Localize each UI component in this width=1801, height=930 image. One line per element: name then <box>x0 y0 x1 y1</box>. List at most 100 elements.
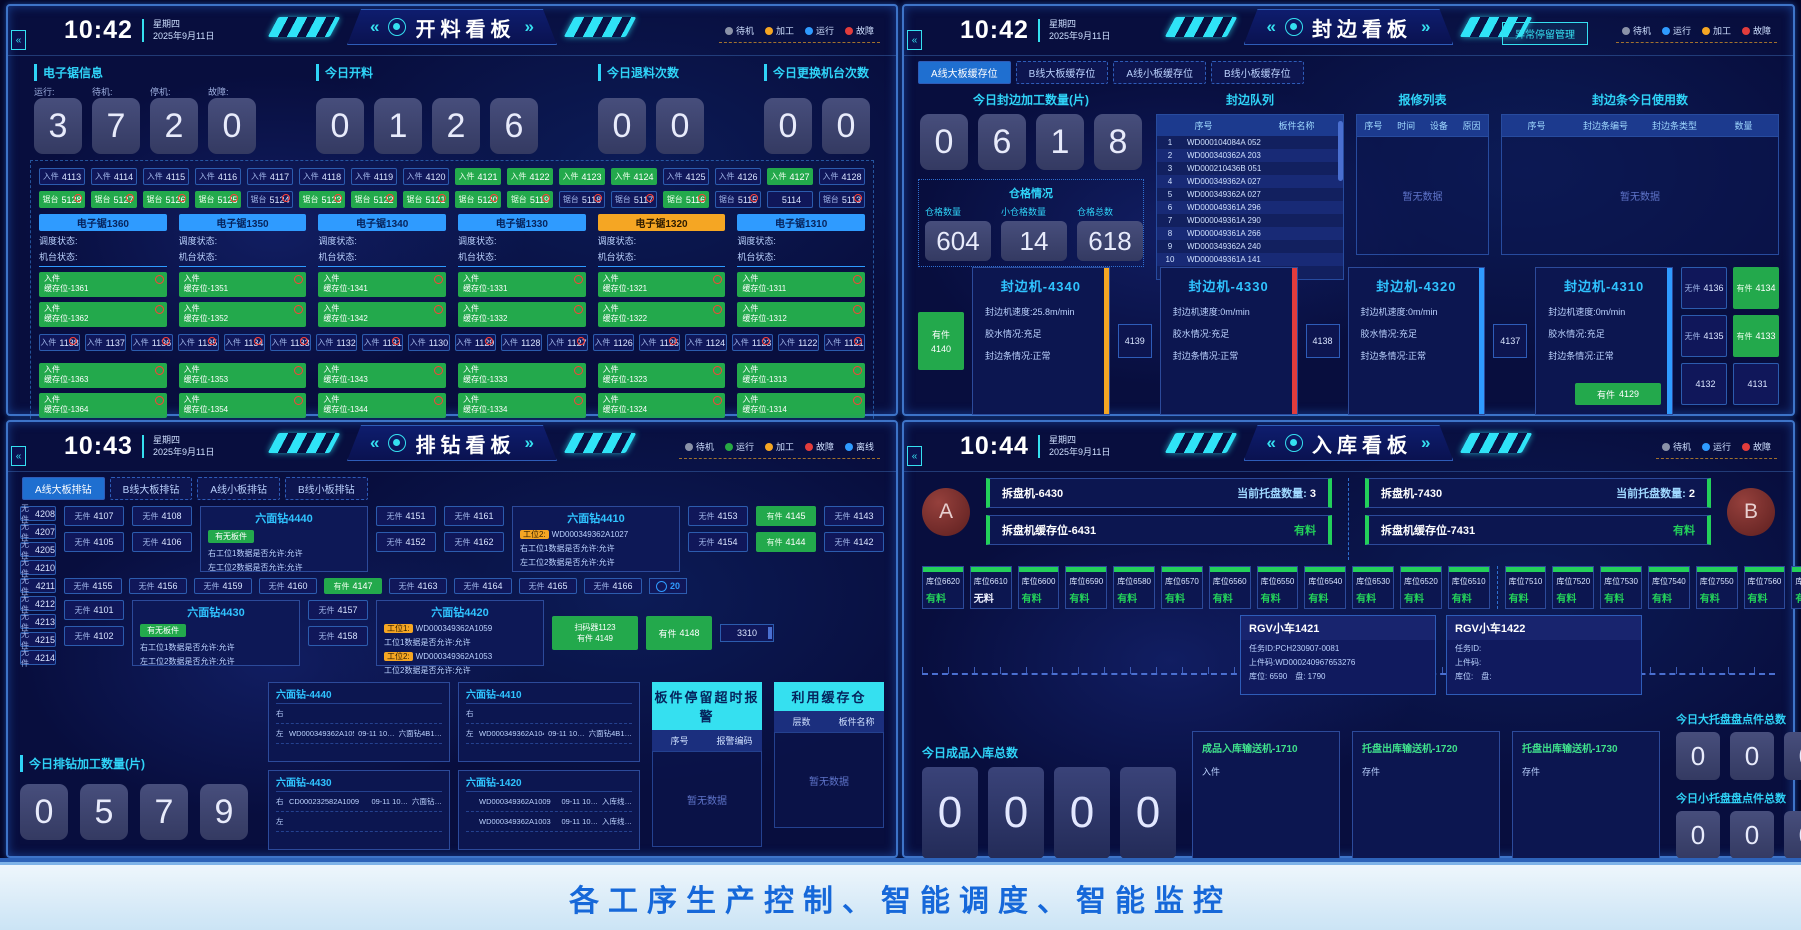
station-chip: 无件 4152 <box>376 532 436 552</box>
scrollbar[interactable] <box>768 627 772 639</box>
cache-slot-chip: 入件 缓存位-1354 <box>178 393 307 418</box>
buffer-chip: 入件 1125 <box>639 334 681 351</box>
deco-bars-left <box>1164 433 1237 453</box>
station-chip: 无件 4212 <box>20 593 56 614</box>
board-presence-chip: 有无板件 <box>208 530 254 543</box>
stat-digit: 0 <box>1784 732 1801 780</box>
collapse-handle-icon[interactable]: « <box>11 30 26 50</box>
piece-chip: 无件 4135 <box>1681 315 1727 357</box>
weekday-text: 星期四 <box>1048 434 1076 445</box>
legend-dot-icon <box>844 442 853 451</box>
prev-board-button[interactable]: « <box>1266 433 1276 452</box>
saw-info-group: 电子锯信息 运行: 3 待机: 7 停机: 2 故障: 0 <box>34 64 256 154</box>
page-title: 入库看板 <box>1312 434 1412 457</box>
cache-slot-chip: 入件 缓存位-1333 <box>457 363 586 388</box>
abnormal-stay-button[interactable]: 异常停留管理 <box>1502 22 1588 45</box>
infeed-chip-row: 入件 4113 入件 4114 入件 4115 入件 4116 入件 4117 入件 4118 入件 41… <box>39 168 865 185</box>
buffer-tab[interactable]: B线小板缓存位 <box>1211 61 1304 84</box>
machine-status-label: 机台状态: <box>737 250 865 267</box>
next-board-button[interactable]: » <box>524 17 534 36</box>
station-chip: 无件 4163 <box>389 578 447 594</box>
stat-digit: 8 <box>1094 114 1142 170</box>
piece-chip: 有件 4133 <box>1733 315 1779 357</box>
unstacker-cache-card: 拆盘机缓存位-6431 有料 <box>986 515 1332 545</box>
next-board-button[interactable]: » <box>1421 17 1431 36</box>
legend-dot-icon <box>1661 442 1670 451</box>
station-chip: 无件 4211 <box>20 575 56 596</box>
station-chip: 无件 4213 <box>20 611 56 632</box>
infeed-chip: 入件 4115 <box>143 168 189 185</box>
warehouse-header: « 10:44 星期四 2025年9月11日 « 入库看板 » 待机 运行 故障 <box>904 422 1793 472</box>
saw-chip: 锯台 5122 <box>351 191 397 208</box>
saw-chip: 锯台 5127 <box>91 191 137 208</box>
edgebander-card: 封边机-4320 封边机速度:0m/min 胶水情况:充足 封边条情况:正常 <box>1347 267 1486 415</box>
buffer-chip: 入件 1123 <box>731 334 773 351</box>
stat-digit: 0 <box>988 767 1044 859</box>
saw-chip: 锯台 5123 <box>299 191 345 208</box>
timeout-alarm-table: 板件停留超时报警 序号 报警编码 暂无数据 <box>652 682 762 850</box>
next-board-button[interactable]: » <box>524 433 534 452</box>
time-text: 10:44 <box>960 432 1029 460</box>
buffer-tab[interactable]: B线大板缓存位 <box>1015 61 1109 84</box>
buffer-chip: 入件 1133 <box>269 334 311 351</box>
unstacker-group-a: 拆盘机-6430 当前托盘数量: 3 拆盘机缓存位-6431 有料 <box>986 478 1332 545</box>
buffer-tab[interactable]: A线小板缓存位 <box>1113 61 1207 84</box>
cutting-machine-area: 入件 4113 入件 4114 入件 4115 入件 4116 入件 4117 入件 4118 入件 41… <box>30 160 874 484</box>
stat-digit: 0 <box>922 767 978 859</box>
drill-detail-panel: 六面钻-4430 右 CD000232582A1009 09-11 10… 六面钻… … <box>268 770 450 850</box>
buffer-tab[interactable]: A线大板缓存位 <box>918 61 1011 84</box>
station-chip: 无件 4158 <box>308 626 368 646</box>
prev-board-button[interactable]: « <box>370 17 380 36</box>
storage-slot: 库位7510 有料 <box>1504 566 1547 609</box>
collapse-handle-icon[interactable]: « <box>11 446 26 466</box>
drill-tab[interactable]: B线小板排钻 <box>285 477 368 500</box>
brand-logo-icon <box>1285 434 1303 452</box>
column-header: 设备 <box>1429 121 1448 131</box>
legend-item: 加工 <box>764 24 794 37</box>
next-board-button[interactable]: » <box>1421 433 1431 452</box>
weekday-text: 星期四 <box>152 18 180 29</box>
deco-bars-right <box>563 17 637 37</box>
zone-a-marker: A <box>922 488 970 536</box>
buffer-chip: 入件 1138 <box>39 334 81 351</box>
station-chip: 无件 4106 <box>132 532 192 552</box>
infeed-chip: 入件 4121 <box>455 168 501 185</box>
stat-digit: 14 <box>1001 221 1067 261</box>
station-badge: 工位1: <box>384 624 413 633</box>
collapse-handle-icon[interactable]: « <box>907 446 922 466</box>
dispatch-status-label: 调度状态: <box>178 236 218 246</box>
saw-machine-column: 电子锯1340 调度状态: 机台状态: 入件 缓存位-1341 入件 缓存位-134… <box>318 214 446 327</box>
collapse-handle-icon[interactable]: « <box>907 30 922 50</box>
stat-digit: 0 <box>822 98 870 154</box>
machine-status-label: 机台状态: <box>318 250 446 267</box>
infeed-chip: 入件 4126 <box>715 168 761 185</box>
drill-tab[interactable]: A线小板排钻 <box>197 477 281 500</box>
buffer-chip: 入件 1122 <box>777 334 819 351</box>
buffer-chip: 入件 1136 <box>131 334 173 351</box>
stat-digit: 0 <box>1676 811 1720 859</box>
page-title: 开料看板 <box>415 18 516 41</box>
drilling-header: « 10:43 星期四 2025年9月11日 « 排钻看板 » 待机 运行 加工 故障离… <box>8 422 896 472</box>
cache-slot-chip: 入件 缓存位-1322 <box>597 302 726 327</box>
station-chip: 无件 4166 <box>584 578 642 594</box>
buffer-chip: 入件 1130 <box>408 334 450 351</box>
infeed-chip: 入件 4117 <box>247 168 293 185</box>
scrollbar[interactable] <box>1338 121 1343 181</box>
cache-slot-chip: 入件 缓存位-1313 <box>737 363 865 388</box>
unstacker-card: 拆盘机-6430 当前托盘数量: 3 <box>986 478 1332 508</box>
drill-tab[interactable]: B线大板排钻 <box>109 477 193 500</box>
prev-board-button[interactable]: « <box>1266 17 1276 36</box>
drill-tab[interactable]: A线大板排钻 <box>22 477 105 500</box>
saw-chip: 锯台 5124 <box>247 191 293 208</box>
machine-status-label: 机台状态: <box>39 250 167 267</box>
storage-slot: 库位7550 有料 <box>1695 566 1738 609</box>
infeed-chip: 入件 4118 <box>299 168 345 185</box>
stat-box: 1 <box>374 85 422 154</box>
slot-row-right: 库位7510 有料 库位7520 有料 库位7530 有料 库位7540 有料 库位7550 有料… <box>1504 566 1801 609</box>
piece-chip: 4138 <box>1305 324 1340 358</box>
saw-machine-grid: 电子锯1360 调度状态: 机台状态: 入件 缓存位-1361 入件 缓存位-136… <box>39 214 865 327</box>
prev-board-button[interactable]: « <box>370 433 380 452</box>
stat-box: 0 <box>316 85 364 154</box>
board-presence-chip: 有无板件 <box>140 624 186 637</box>
storage-slot: 库位6570 有料 <box>1160 566 1203 609</box>
